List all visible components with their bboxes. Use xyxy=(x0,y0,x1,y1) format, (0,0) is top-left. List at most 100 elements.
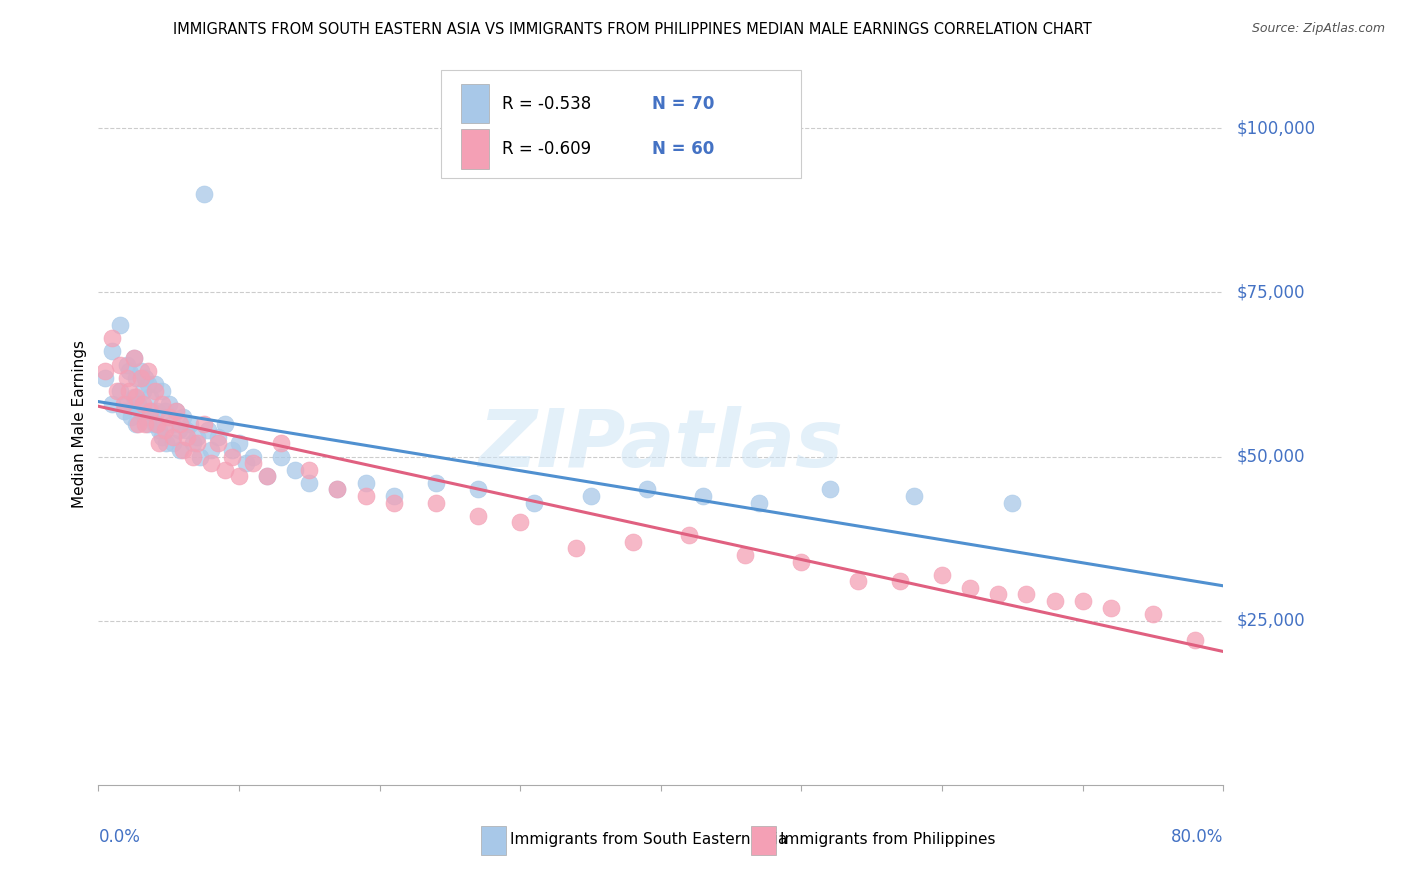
Point xyxy=(959,581,981,595)
Point xyxy=(112,397,135,411)
Point xyxy=(94,370,117,384)
Text: ZIPatlas: ZIPatlas xyxy=(478,407,844,484)
Point xyxy=(326,483,349,497)
FancyBboxPatch shape xyxy=(751,826,776,855)
Point xyxy=(136,364,159,378)
Point xyxy=(150,384,173,398)
Point xyxy=(108,384,131,398)
Point xyxy=(188,450,211,464)
Point xyxy=(162,436,184,450)
Point xyxy=(127,417,149,431)
Point xyxy=(181,436,204,450)
Point xyxy=(987,587,1010,601)
Point xyxy=(207,430,229,444)
Point xyxy=(200,442,222,457)
Point xyxy=(122,351,145,365)
Point xyxy=(157,410,180,425)
Text: R = -0.538: R = -0.538 xyxy=(502,95,592,112)
Point xyxy=(354,489,377,503)
Point xyxy=(197,423,219,437)
Point xyxy=(136,377,159,392)
Point xyxy=(153,423,176,437)
Point xyxy=(146,417,169,431)
Point xyxy=(214,417,236,431)
Point xyxy=(565,541,588,556)
Point xyxy=(132,397,155,411)
Point xyxy=(125,370,148,384)
Point xyxy=(734,548,756,562)
Point xyxy=(579,489,602,503)
Point xyxy=(326,483,349,497)
Point xyxy=(790,555,813,569)
Point xyxy=(108,318,131,333)
Text: $75,000: $75,000 xyxy=(1237,284,1306,301)
Point xyxy=(134,370,156,384)
Point xyxy=(118,364,141,378)
Point xyxy=(889,574,911,589)
Point xyxy=(167,423,190,437)
Point xyxy=(181,450,204,464)
Point xyxy=(256,469,278,483)
Y-axis label: Median Male Earnings: Median Male Earnings xyxy=(72,340,87,508)
Point xyxy=(172,410,194,425)
Point xyxy=(112,403,135,417)
Point xyxy=(270,436,292,450)
Point xyxy=(125,417,148,431)
Point xyxy=(115,358,138,372)
Point xyxy=(1043,594,1066,608)
Point xyxy=(298,463,321,477)
Point xyxy=(148,436,170,450)
Point xyxy=(146,403,169,417)
Text: $50,000: $50,000 xyxy=(1237,448,1306,466)
Point xyxy=(193,186,215,201)
Point xyxy=(931,567,953,582)
Point xyxy=(692,489,714,503)
Point xyxy=(298,475,321,490)
Text: $100,000: $100,000 xyxy=(1237,120,1316,137)
Point xyxy=(148,423,170,437)
Point xyxy=(354,475,377,490)
Point xyxy=(160,417,183,431)
Point xyxy=(228,469,250,483)
Point xyxy=(134,417,156,431)
Text: IMMIGRANTS FROM SOUTH EASTERN ASIA VS IMMIGRANTS FROM PHILIPPINES MEDIAN MALE EA: IMMIGRANTS FROM SOUTH EASTERN ASIA VS IM… xyxy=(173,22,1092,37)
Point xyxy=(523,495,546,509)
Text: 0.0%: 0.0% xyxy=(98,829,141,847)
Point xyxy=(108,358,131,372)
Point xyxy=(101,344,124,359)
Point xyxy=(155,436,177,450)
Point xyxy=(186,436,208,450)
Point xyxy=(165,403,187,417)
Point xyxy=(214,463,236,477)
Point xyxy=(139,403,162,417)
Point xyxy=(193,417,215,431)
Text: R = -0.609: R = -0.609 xyxy=(502,140,592,158)
Point xyxy=(141,403,163,417)
Point xyxy=(179,417,201,431)
Point xyxy=(129,403,152,417)
FancyBboxPatch shape xyxy=(481,826,506,855)
Point xyxy=(162,430,184,444)
Point xyxy=(207,436,229,450)
Point xyxy=(101,331,124,345)
Point xyxy=(509,515,531,529)
Point xyxy=(1001,495,1024,509)
Point xyxy=(122,351,145,365)
Point xyxy=(143,377,166,392)
Point xyxy=(101,397,124,411)
Point xyxy=(132,384,155,398)
Text: $25,000: $25,000 xyxy=(1237,612,1306,630)
Point xyxy=(169,442,191,457)
Text: 80.0%: 80.0% xyxy=(1171,829,1223,847)
Point xyxy=(118,384,141,398)
Point xyxy=(105,384,128,398)
Point xyxy=(270,450,292,464)
Point xyxy=(129,370,152,384)
FancyBboxPatch shape xyxy=(461,129,489,169)
Point xyxy=(94,364,117,378)
FancyBboxPatch shape xyxy=(461,84,489,123)
Point xyxy=(846,574,869,589)
Point xyxy=(150,397,173,411)
Point xyxy=(157,397,180,411)
Point xyxy=(169,417,191,431)
